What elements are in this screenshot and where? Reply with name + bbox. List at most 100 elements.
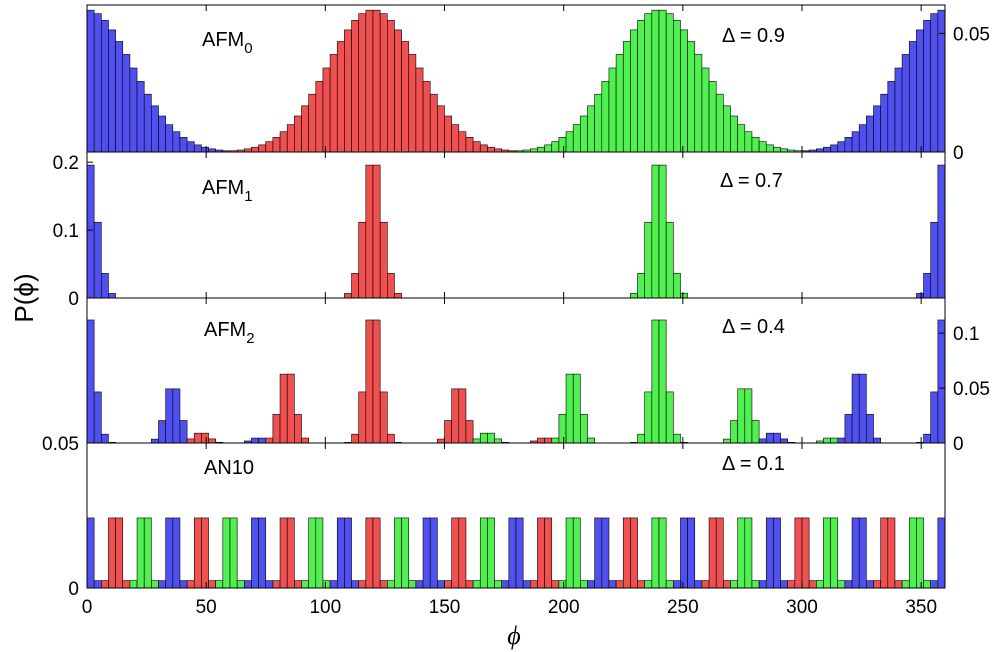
bars-layer [86, 9, 946, 589]
histogram-bar [773, 432, 781, 444]
histogram-bar [658, 517, 667, 589]
panel-label-afm1: AFM1 [202, 177, 253, 205]
histogram-bar [379, 391, 388, 444]
histogram-bar [880, 517, 889, 589]
histogram-bar [172, 388, 181, 444]
histogram-bar [429, 93, 438, 153]
histogram-bar [544, 144, 553, 153]
histogram-bar [386, 273, 395, 299]
histogram-bar [751, 137, 760, 153]
histogram-bar [651, 319, 660, 444]
histogram-bar [487, 146, 495, 153]
histogram-bar [687, 517, 696, 589]
histogram-bar [658, 9, 667, 153]
histogram-bar [594, 517, 603, 589]
histogram-bar [537, 146, 545, 153]
histogram-bar [422, 81, 431, 153]
histogram-bar [630, 293, 638, 299]
histogram-bar [730, 580, 738, 589]
histogram-bar [665, 391, 674, 444]
histogram-bar [294, 580, 302, 589]
histogram-bar [101, 20, 109, 153]
histogram-bar [458, 131, 467, 153]
histogram-bar [873, 105, 881, 153]
histogram-bar [129, 67, 138, 153]
histogram-bar [622, 41, 631, 153]
histogram-bar [644, 391, 653, 444]
histogram-bar [465, 580, 474, 589]
histogram-bar [308, 517, 317, 589]
histogram-bar [823, 437, 831, 444]
histogram-bar [844, 414, 853, 444]
histogram-bar [93, 580, 102, 589]
histogram-bar [215, 580, 224, 589]
histogram-bar [308, 93, 317, 153]
histogram-bar [272, 414, 281, 444]
y-tick-label: 0 [953, 434, 964, 455]
histogram-bar [394, 29, 402, 153]
histogram-bar [930, 580, 939, 589]
histogram-bar [101, 273, 109, 299]
histogram-bar [115, 517, 124, 589]
histogram-bar [680, 293, 688, 299]
histogram-bar [101, 433, 109, 444]
histogram-bar [487, 517, 495, 589]
histogram-bar [823, 517, 831, 589]
histogram-bar [201, 432, 209, 444]
histogram-bar [665, 580, 674, 589]
histogram-bar [351, 273, 359, 299]
histogram-bar [644, 580, 653, 589]
y-tick-label: 0 [68, 579, 79, 600]
histogram-bar [551, 437, 560, 444]
histogram-bar [887, 517, 896, 589]
histogram-bar [773, 146, 781, 153]
histogram-bar [601, 517, 610, 589]
histogram-bar [186, 141, 195, 153]
histogram-bar [773, 517, 781, 589]
histogram-bar [608, 67, 617, 153]
histogram-bar [401, 517, 410, 589]
x-tick-label: 250 [667, 597, 699, 618]
histogram-bar [193, 517, 202, 589]
histogram-bar [294, 414, 302, 444]
histogram-bar [830, 517, 839, 589]
histogram-bar [658, 164, 667, 299]
histogram-bar [622, 517, 631, 589]
histogram-bar [580, 414, 588, 444]
histogram-bar [780, 580, 788, 589]
histogram-bar [265, 437, 274, 444]
histogram-bar [501, 580, 510, 589]
histogram-bar [365, 319, 374, 444]
histogram-bar [279, 373, 288, 444]
histogram-bar [587, 105, 595, 153]
histogram-bar [866, 580, 874, 589]
histogram-bar [916, 29, 924, 153]
histogram-bar [565, 517, 574, 589]
histogram-bar [86, 319, 95, 444]
histogram-bar [151, 580, 159, 589]
panel-frame [86, 151, 946, 299]
histogram-bar [680, 517, 688, 589]
histogram-bar [401, 41, 410, 153]
histogram-bar [837, 580, 846, 589]
panel-delta-afm1: Δ = 0.7 [720, 170, 783, 192]
histogram-bar [408, 54, 417, 153]
histogram-bar [608, 580, 617, 589]
histogram-bar [637, 20, 645, 153]
histogram-bar [508, 517, 517, 589]
histogram-bar [572, 373, 581, 444]
histogram-bar [229, 517, 238, 589]
histogram-bar [708, 517, 717, 589]
histogram-bar [301, 105, 309, 153]
histogram-bar [301, 580, 309, 589]
y-tick-label: 0.1 [953, 324, 979, 345]
histogram-bar [844, 580, 853, 589]
panel-delta-afm0: Δ = 0.9 [722, 25, 785, 47]
histogram-bar [344, 29, 352, 153]
histogram-bar [672, 273, 681, 299]
histogram-bar [408, 580, 417, 589]
histogram-bar [472, 580, 481, 589]
histogram-bar [336, 517, 345, 589]
histogram-bar [179, 137, 188, 153]
histogram-bar [830, 144, 839, 153]
